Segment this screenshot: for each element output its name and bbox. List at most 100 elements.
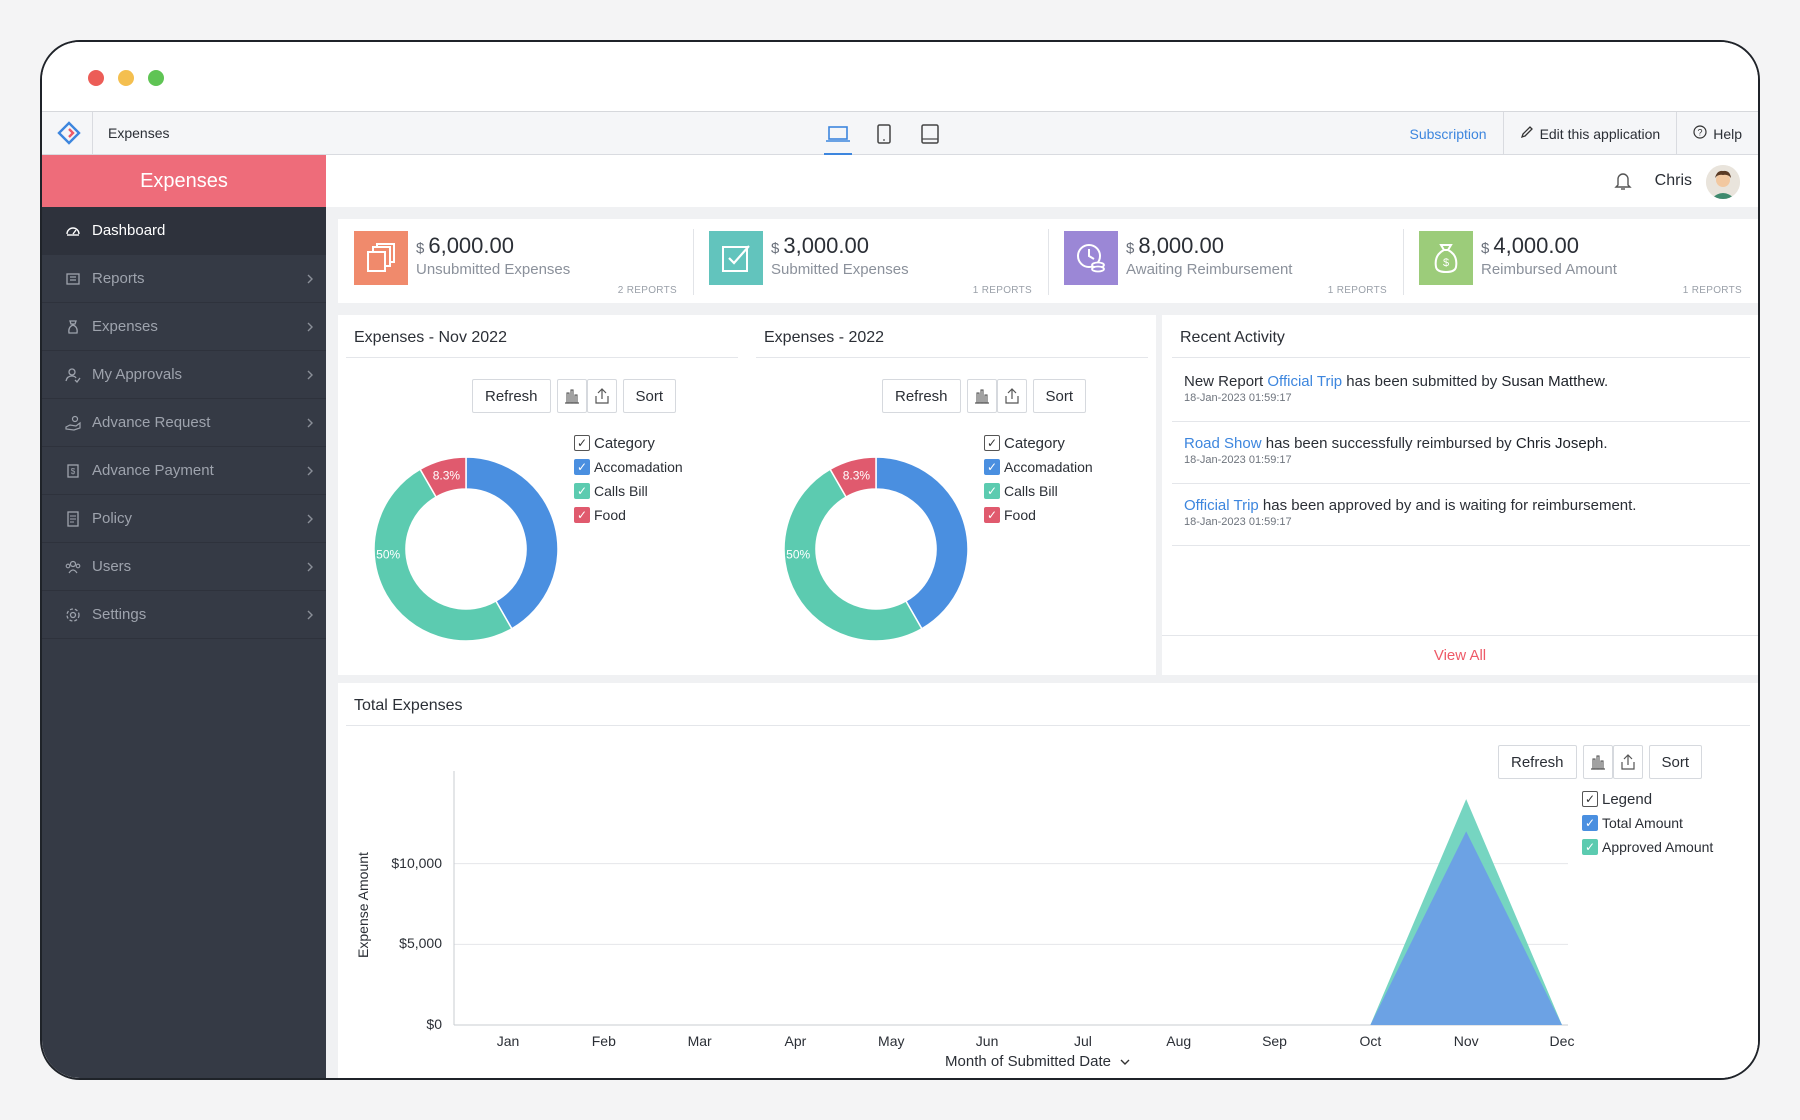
checkbox-icon[interactable]: ✓ [984, 435, 1000, 451]
sidebar-item-label: Advance Payment [92, 462, 214, 479]
card-amount: $6,000.00 [416, 233, 514, 259]
legend-item-label: Calls Bill [1004, 483, 1058, 499]
sidebar-item-users[interactable]: Users [42, 543, 326, 591]
sidebar-item-settings[interactable]: Settings [42, 591, 326, 639]
chart-type-icon[interactable] [1582, 745, 1613, 779]
sidebar-item-policy[interactable]: Policy [42, 495, 326, 543]
activity-report-link[interactable]: Official Trip [1267, 373, 1343, 390]
activity-item: New Report Official Trip has been submit… [1184, 373, 1744, 404]
checkbox-icon[interactable]: ✓ [574, 507, 590, 523]
legend-item[interactable]: ✓ Food [984, 503, 1093, 527]
legend-item-label: Food [1004, 507, 1036, 523]
chart-type-icon[interactable] [556, 379, 587, 413]
legend-item[interactable]: ✓ Accomadation [574, 455, 683, 479]
view-all-link[interactable]: View All [1162, 635, 1758, 675]
users-icon [64, 558, 82, 576]
edit-application-button[interactable]: Edit this application [1502, 112, 1677, 155]
export-icon[interactable] [1612, 745, 1643, 779]
bell-icon[interactable] [1614, 171, 1632, 196]
sidebar-item-my-approvals[interactable]: My Approvals [42, 351, 326, 399]
donut-slice-label: 8.3% [433, 469, 461, 483]
avatar[interactable] [1706, 165, 1740, 199]
device-preview-switcher [822, 118, 946, 155]
y-axis-label: Expense Amount [355, 852, 371, 958]
refresh-button[interactable]: Refresh [472, 379, 551, 413]
chart-type-icon[interactable] [966, 379, 997, 413]
donut-slice-food[interactable] [419, 456, 467, 498]
legend-item[interactable]: ✓ Food [574, 503, 683, 527]
sidebar-item-expenses[interactable]: Expenses [42, 303, 326, 351]
legend-header[interactable]: ✓ Category [984, 431, 1093, 455]
legend-item[interactable]: ✓ Accomadation [984, 455, 1093, 479]
checkbox-icon[interactable]: ✓ [984, 483, 1000, 499]
laptop-icon[interactable] [822, 118, 854, 155]
pie-chart-title: Expenses - 2022 [764, 329, 885, 346]
mobile-icon[interactable] [914, 118, 946, 150]
activity-timestamp: 18-Jan-2023 01:59:17 [1184, 516, 1292, 528]
minimize-window-button[interactable] [118, 70, 134, 86]
sort-button[interactable]: Sort [1032, 379, 1087, 413]
x-tick-label: Jan [496, 1033, 520, 1049]
sidebar-item-reports[interactable]: Reports [42, 255, 326, 303]
app-bar: Expenses Subscription Edit this applicat… [42, 112, 1758, 155]
export-icon[interactable] [996, 379, 1027, 413]
dashboard-icon [64, 222, 82, 240]
donut-slice-calls-bill[interactable] [783, 468, 923, 642]
sidebar-item-label: My Approvals [92, 366, 183, 383]
sidebar-item-advance-request[interactable]: Advance Request [42, 399, 326, 447]
legend-item[interactable]: ✓ Calls Bill [574, 479, 683, 503]
checkbox-icon[interactable]: ✓ [984, 459, 1000, 475]
refresh-button[interactable]: Refresh [882, 379, 961, 413]
legend-item[interactable]: ✓ Approved Amount [1582, 835, 1713, 859]
help-button[interactable]: ? Help [1676, 112, 1758, 155]
checkbox-icon[interactable]: ✓ [1582, 815, 1598, 831]
sidebar-item-advance-payment[interactable]: $ Advance Payment [42, 447, 326, 495]
checkbox-icon[interactable]: ✓ [1582, 791, 1598, 807]
activity-text: Road Show has been successfully reimburs… [1184, 435, 1744, 452]
category-charts-panel: Expenses - Nov 2022 Refresh Sort 50% 8.3% ✓ Ca… [338, 315, 1156, 675]
donut-slice-accomadation[interactable] [465, 456, 559, 630]
legend-item[interactable]: ✓ Calls Bill [984, 479, 1093, 503]
app-logo-icon[interactable] [56, 120, 82, 146]
user-name[interactable]: Chris [1654, 172, 1692, 189]
summary-card[interactable]: $6,000.00 Unsubmitted Expenses 2 REPORTS [338, 219, 693, 303]
donut-slice-accomadation[interactable] [875, 456, 969, 630]
checkbox-icon[interactable]: ✓ [574, 435, 590, 451]
close-window-button[interactable] [88, 70, 104, 86]
card-amount: $3,000.00 [771, 233, 869, 259]
sidebar-item-dashboard[interactable]: Dashboard [42, 207, 326, 255]
advance-payment-icon: $ [64, 462, 82, 480]
donut-slice-calls-bill[interactable] [373, 468, 513, 642]
checkbox-icon[interactable]: ✓ [574, 459, 590, 475]
x-tick-label: Aug [1166, 1033, 1192, 1049]
checkbox-icon[interactable]: ✓ [1582, 839, 1598, 855]
activity-report-link[interactable]: Road Show [1184, 435, 1262, 452]
export-icon[interactable] [586, 379, 617, 413]
legend-item-label: Calls Bill [594, 483, 648, 499]
card-label: Awaiting Reimbursement [1126, 261, 1293, 278]
chevron-right-icon [306, 320, 314, 337]
sort-button[interactable]: Sort [622, 379, 677, 413]
donut-slice-label: 50% [376, 548, 400, 562]
tablet-icon[interactable] [868, 118, 900, 150]
activity-report-link[interactable]: Official Trip [1184, 497, 1259, 514]
legend-header[interactable]: ✓ Category [574, 431, 683, 455]
donut-slice-food[interactable] [829, 456, 877, 498]
summary-card[interactable]: $ $4,000.00 Reimbursed Amount 1 REPORTS [1403, 219, 1758, 303]
card-amount-value: 8,000.00 [1138, 233, 1224, 258]
summary-card[interactable]: $3,000.00 Submitted Expenses 1 REPORTS [693, 219, 1048, 303]
subscription-link[interactable]: Subscription [1409, 125, 1487, 142]
checkbox-icon[interactable]: ✓ [984, 507, 1000, 523]
sort-button[interactable]: Sort [1648, 745, 1703, 779]
card-currency: $ [416, 240, 425, 257]
refresh-button[interactable]: Refresh [1498, 745, 1577, 779]
legend-item[interactable]: ✓ Total Amount [1582, 811, 1713, 835]
advance-request-icon [64, 414, 82, 432]
x-axis-label[interactable]: Month of Submitted Date [838, 1053, 1238, 1070]
maximize-window-button[interactable] [148, 70, 164, 86]
summary-card[interactable]: $8,000.00 Awaiting Reimbursement 1 REPORTS [1048, 219, 1403, 303]
legend-header[interactable]: ✓ Legend [1582, 787, 1713, 811]
area-series-total-amount[interactable] [508, 831, 1562, 1025]
total-expenses-title: Total Expenses [354, 697, 463, 714]
checkbox-icon[interactable]: ✓ [574, 483, 590, 499]
